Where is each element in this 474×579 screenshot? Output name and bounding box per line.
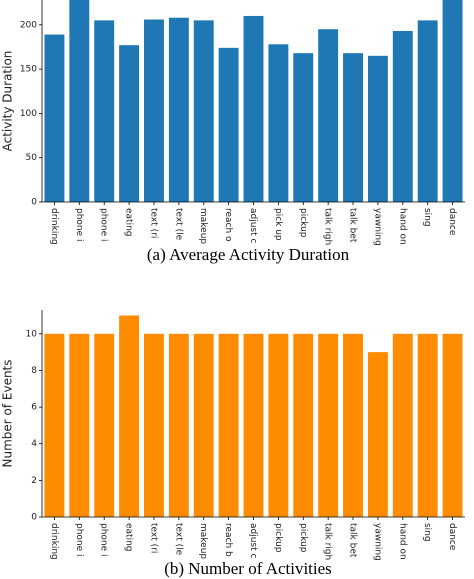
bar: [168, 17, 189, 202]
x-tick-label: makeup: [198, 208, 208, 244]
bar: [417, 20, 438, 202]
y-axis-label: Activity Duration: [1, 51, 15, 152]
bar: [218, 47, 239, 202]
x-tick-label: makeup: [198, 523, 208, 559]
bar: [293, 333, 314, 517]
bar: [69, 333, 90, 517]
bar: [442, 333, 463, 517]
y-tick-label: 200: [20, 20, 37, 30]
bar: [193, 20, 214, 202]
bar: [44, 34, 65, 202]
x-tick-label: reach b: [223, 523, 233, 557]
bar: [343, 53, 363, 202]
x-tick-label: sing: [422, 523, 432, 542]
bar: [119, 45, 140, 202]
caption: (b) Number of Activities: [164, 559, 332, 578]
bar: [144, 19, 164, 202]
bar: [94, 333, 115, 517]
x-tick-label: drinking: [49, 523, 59, 560]
bar: [268, 44, 289, 202]
bar: [218, 333, 239, 517]
bar: [367, 352, 388, 517]
y-tick-label: 10: [26, 329, 38, 339]
x-tick-label: talk righ: [323, 208, 333, 245]
bar: [293, 53, 314, 202]
x-tick-label: sing: [422, 208, 432, 227]
x-tick-label: text (le: [173, 523, 183, 556]
bar: [367, 55, 388, 202]
bar: [94, 20, 115, 202]
x-tick-label: eating: [124, 208, 134, 237]
plot: [44, 315, 463, 517]
bar: [69, 0, 90, 202]
x-tick-label: dance: [447, 208, 457, 236]
bar: [392, 31, 413, 202]
bar: [44, 333, 65, 517]
x-tick-label: pickup: [298, 523, 308, 553]
y-axis-label: Number of Events: [1, 359, 15, 467]
x-tick-label: text (le: [173, 208, 183, 241]
x-tick-label: text (ri: [148, 208, 158, 238]
bar: [144, 333, 164, 517]
x-tick-label: phone i: [99, 523, 109, 557]
x-tick-label: hand on: [397, 523, 407, 560]
x-tick-label: dance: [447, 523, 457, 551]
bar: [168, 333, 189, 517]
x-tick-label: adjust c: [248, 208, 258, 244]
bar: [318, 29, 339, 202]
x-tick-label: pickup: [273, 523, 283, 553]
x-tick-label: talk bet: [348, 208, 358, 243]
bar: [243, 333, 264, 517]
y-tick-label: 50: [26, 153, 38, 163]
bar: [268, 333, 289, 517]
x-tick-label: talk righ: [323, 523, 333, 560]
y-tick-label: 4: [31, 439, 37, 449]
y-tick-label: 2: [31, 476, 37, 486]
y-tick-label: 0: [31, 513, 37, 523]
bar: [243, 15, 264, 202]
x-tick-label: pick up: [273, 208, 283, 241]
x-tick-label: yawning: [372, 208, 382, 246]
bar: [318, 333, 339, 517]
bar: [193, 333, 214, 517]
x-tick-label: text (ri: [148, 523, 158, 553]
x-tick-label: yawning: [372, 523, 382, 561]
y-tick-label: 150: [20, 65, 37, 75]
y-tick-label: 8: [31, 366, 37, 376]
x-tick-label: pickup: [298, 208, 308, 238]
x-tick-label: talk bet: [348, 523, 358, 558]
y-tick-label: 6: [31, 403, 37, 413]
x-tick-label: hand on: [397, 208, 407, 245]
x-tick-label: phone i: [99, 208, 109, 242]
bar: [392, 333, 413, 517]
x-tick-label: phone i: [74, 523, 84, 557]
x-tick-label: drinking: [49, 208, 59, 245]
caption: (a) Average Activity Duration: [147, 245, 350, 264]
x-tick-label: phone i: [74, 208, 84, 242]
bar: [119, 315, 140, 517]
y-tick-label: 100: [20, 109, 37, 119]
x-tick-label: adjust c: [248, 523, 258, 559]
plot: [44, 0, 463, 202]
x-tick-label: eating: [124, 523, 134, 552]
bar: [343, 333, 363, 517]
x-tick-label: reach o: [223, 208, 233, 242]
y-tick-label: 0: [31, 198, 37, 208]
bar: [417, 333, 438, 517]
bar: [442, 0, 463, 202]
